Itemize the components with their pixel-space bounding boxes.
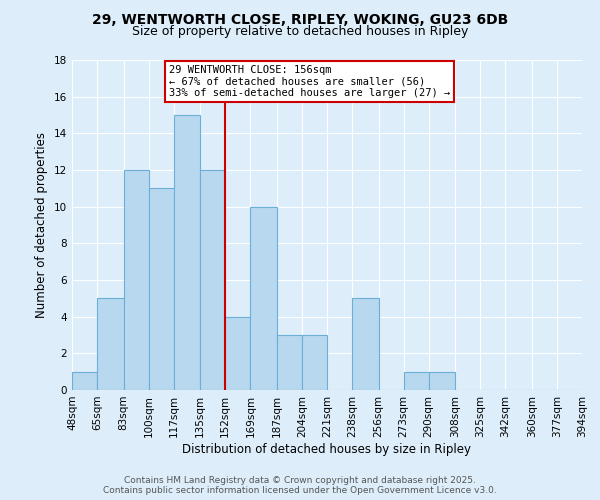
Bar bbox=[124, 170, 149, 390]
Bar bbox=[149, 188, 174, 390]
Bar bbox=[250, 206, 277, 390]
Text: Size of property relative to detached houses in Ripley: Size of property relative to detached ho… bbox=[132, 25, 468, 38]
Text: 29, WENTWORTH CLOSE, RIPLEY, WOKING, GU23 6DB: 29, WENTWORTH CLOSE, RIPLEY, WOKING, GU2… bbox=[92, 12, 508, 26]
Text: 29 WENTWORTH CLOSE: 156sqm
← 67% of detached houses are smaller (56)
33% of semi: 29 WENTWORTH CLOSE: 156sqm ← 67% of deta… bbox=[169, 65, 450, 98]
X-axis label: Distribution of detached houses by size in Ripley: Distribution of detached houses by size … bbox=[182, 442, 472, 456]
Bar bbox=[174, 115, 200, 390]
Bar bbox=[97, 298, 124, 390]
Bar bbox=[72, 372, 97, 390]
Text: Contains HM Land Registry data © Crown copyright and database right 2025.
Contai: Contains HM Land Registry data © Crown c… bbox=[103, 476, 497, 495]
Bar bbox=[404, 372, 429, 390]
Bar bbox=[225, 316, 250, 390]
Bar bbox=[352, 298, 379, 390]
Bar bbox=[277, 335, 302, 390]
Bar bbox=[302, 335, 327, 390]
Bar bbox=[429, 372, 455, 390]
Y-axis label: Number of detached properties: Number of detached properties bbox=[35, 132, 49, 318]
Bar bbox=[200, 170, 225, 390]
